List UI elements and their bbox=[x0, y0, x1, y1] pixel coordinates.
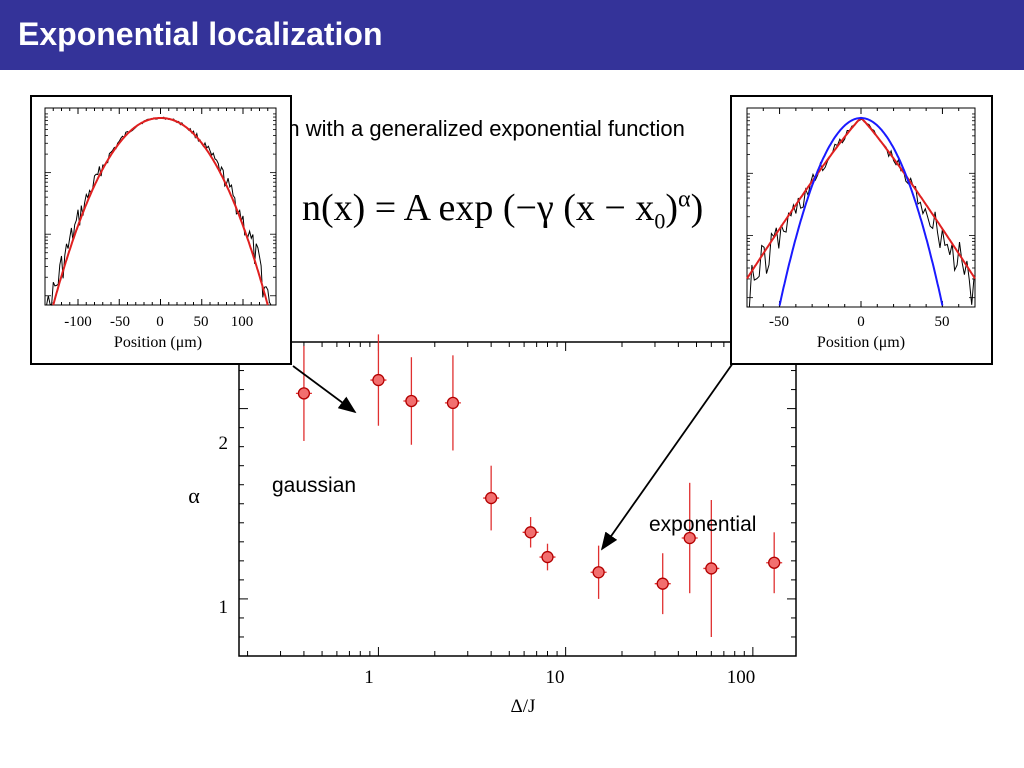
y-axis-label: α bbox=[188, 483, 200, 508]
data-point bbox=[768, 556, 781, 569]
data-point bbox=[297, 387, 311, 400]
slide-title: Exponential localization bbox=[18, 16, 383, 52]
red-fit-curve bbox=[52, 117, 269, 306]
formula-lhs: n(x) = A bbox=[302, 187, 429, 229]
xtick-label-10: 10 bbox=[546, 667, 565, 688]
data-point bbox=[592, 566, 605, 579]
data-point bbox=[372, 373, 385, 387]
data-point bbox=[683, 531, 696, 545]
exponential-annotation: exponential bbox=[649, 513, 756, 536]
right-xtick-label: 0 bbox=[857, 314, 865, 330]
main-plot-frame bbox=[238, 341, 797, 657]
gaussian-annotation: gaussian bbox=[272, 474, 356, 497]
formula-body: (−γ (x − x bbox=[502, 187, 655, 229]
ytick-label-2: 2 bbox=[219, 433, 229, 454]
right-xtick-label: 50 bbox=[935, 314, 950, 330]
data-point bbox=[656, 577, 669, 590]
data-point bbox=[541, 550, 554, 564]
blue-gaussian-curve bbox=[778, 117, 944, 306]
intro-text: Fit the distribution with a generalized … bbox=[290, 116, 685, 141]
xtick-label-1: 1 bbox=[364, 667, 374, 688]
formula-exponent: α bbox=[678, 186, 691, 213]
left-xtick-label: -50 bbox=[110, 314, 130, 330]
data-point bbox=[484, 491, 498, 505]
inset-data-curve bbox=[747, 118, 975, 308]
title-bar: Exponential localization bbox=[0, 0, 1024, 70]
data-point bbox=[446, 396, 460, 410]
left-xtick-label: 50 bbox=[194, 314, 209, 330]
data-point bbox=[705, 562, 718, 575]
x-axis-label: Δ/J bbox=[511, 696, 536, 717]
formula-func: exp bbox=[438, 187, 494, 229]
exponential-arrow bbox=[600, 362, 734, 551]
data-point bbox=[524, 526, 537, 539]
main-axis-ticks bbox=[239, 342, 796, 656]
ytick-label-1: 1 bbox=[219, 597, 229, 618]
right-inset-ticks bbox=[746, 108, 976, 307]
formula: n(x) = A exp (−γ (x − x0)α) bbox=[302, 186, 703, 235]
right-inset-box bbox=[730, 95, 993, 365]
left-inset-ticks bbox=[44, 108, 277, 305]
data-point bbox=[405, 394, 418, 408]
formula-end: ) bbox=[690, 187, 704, 229]
left-inset-curves bbox=[45, 116, 276, 306]
right-x-axis-label: Position (μm) bbox=[817, 334, 905, 351]
right-xtick-label: -50 bbox=[769, 314, 789, 330]
formula-sub: 0 bbox=[654, 208, 666, 234]
formula-close: ) bbox=[665, 187, 678, 229]
gaussian-arrow bbox=[292, 365, 357, 414]
right-inset-curves bbox=[746, 116, 976, 308]
left-xtick-label: -100 bbox=[64, 314, 92, 330]
main-data-points bbox=[295, 334, 783, 637]
xtick-label-100: 100 bbox=[727, 667, 756, 688]
left-xtick-label: 0 bbox=[156, 314, 164, 330]
intro-text-clipped: Fit the distribution with a generalized … bbox=[290, 116, 730, 144]
left-x-axis-label: Position (μm) bbox=[114, 334, 202, 351]
left-xtick-label: 100 bbox=[231, 314, 254, 330]
